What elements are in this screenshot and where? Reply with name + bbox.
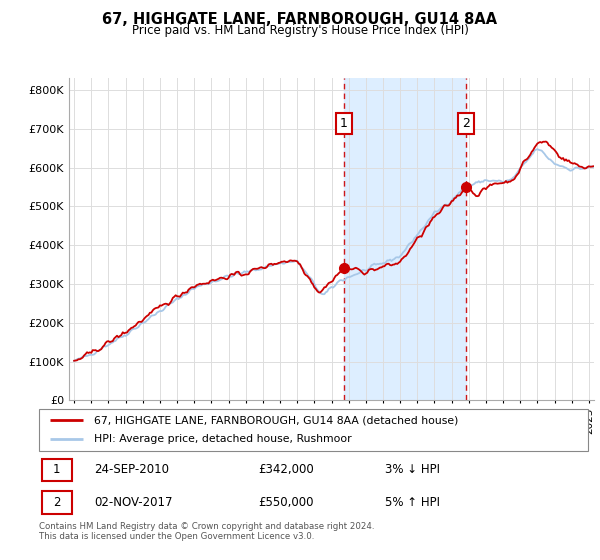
FancyBboxPatch shape — [39, 409, 588, 451]
Bar — [344, 78, 466, 400]
Text: 02-NOV-2017: 02-NOV-2017 — [94, 496, 172, 509]
Text: 24-SEP-2010: 24-SEP-2010 — [94, 463, 169, 476]
Text: £342,000: £342,000 — [259, 463, 314, 476]
Text: 67, HIGHGATE LANE, FARNBOROUGH, GU14 8AA: 67, HIGHGATE LANE, FARNBOROUGH, GU14 8AA — [103, 12, 497, 27]
Text: Price paid vs. HM Land Registry's House Price Index (HPI): Price paid vs. HM Land Registry's House … — [131, 24, 469, 37]
Text: 1: 1 — [340, 117, 348, 130]
Text: HPI: Average price, detached house, Rushmoor: HPI: Average price, detached house, Rush… — [94, 435, 352, 445]
Text: Contains HM Land Registry data © Crown copyright and database right 2024.
This d: Contains HM Land Registry data © Crown c… — [39, 522, 374, 542]
Text: £550,000: £550,000 — [259, 496, 314, 509]
Text: 67, HIGHGATE LANE, FARNBOROUGH, GU14 8AA (detached house): 67, HIGHGATE LANE, FARNBOROUGH, GU14 8AA… — [94, 415, 458, 425]
Text: 1: 1 — [53, 463, 61, 476]
Text: 2: 2 — [53, 496, 61, 509]
FancyBboxPatch shape — [42, 491, 72, 514]
Text: 5% ↑ HPI: 5% ↑ HPI — [385, 496, 440, 509]
FancyBboxPatch shape — [42, 459, 72, 481]
Text: 3% ↓ HPI: 3% ↓ HPI — [385, 463, 440, 476]
Text: 2: 2 — [462, 117, 470, 130]
